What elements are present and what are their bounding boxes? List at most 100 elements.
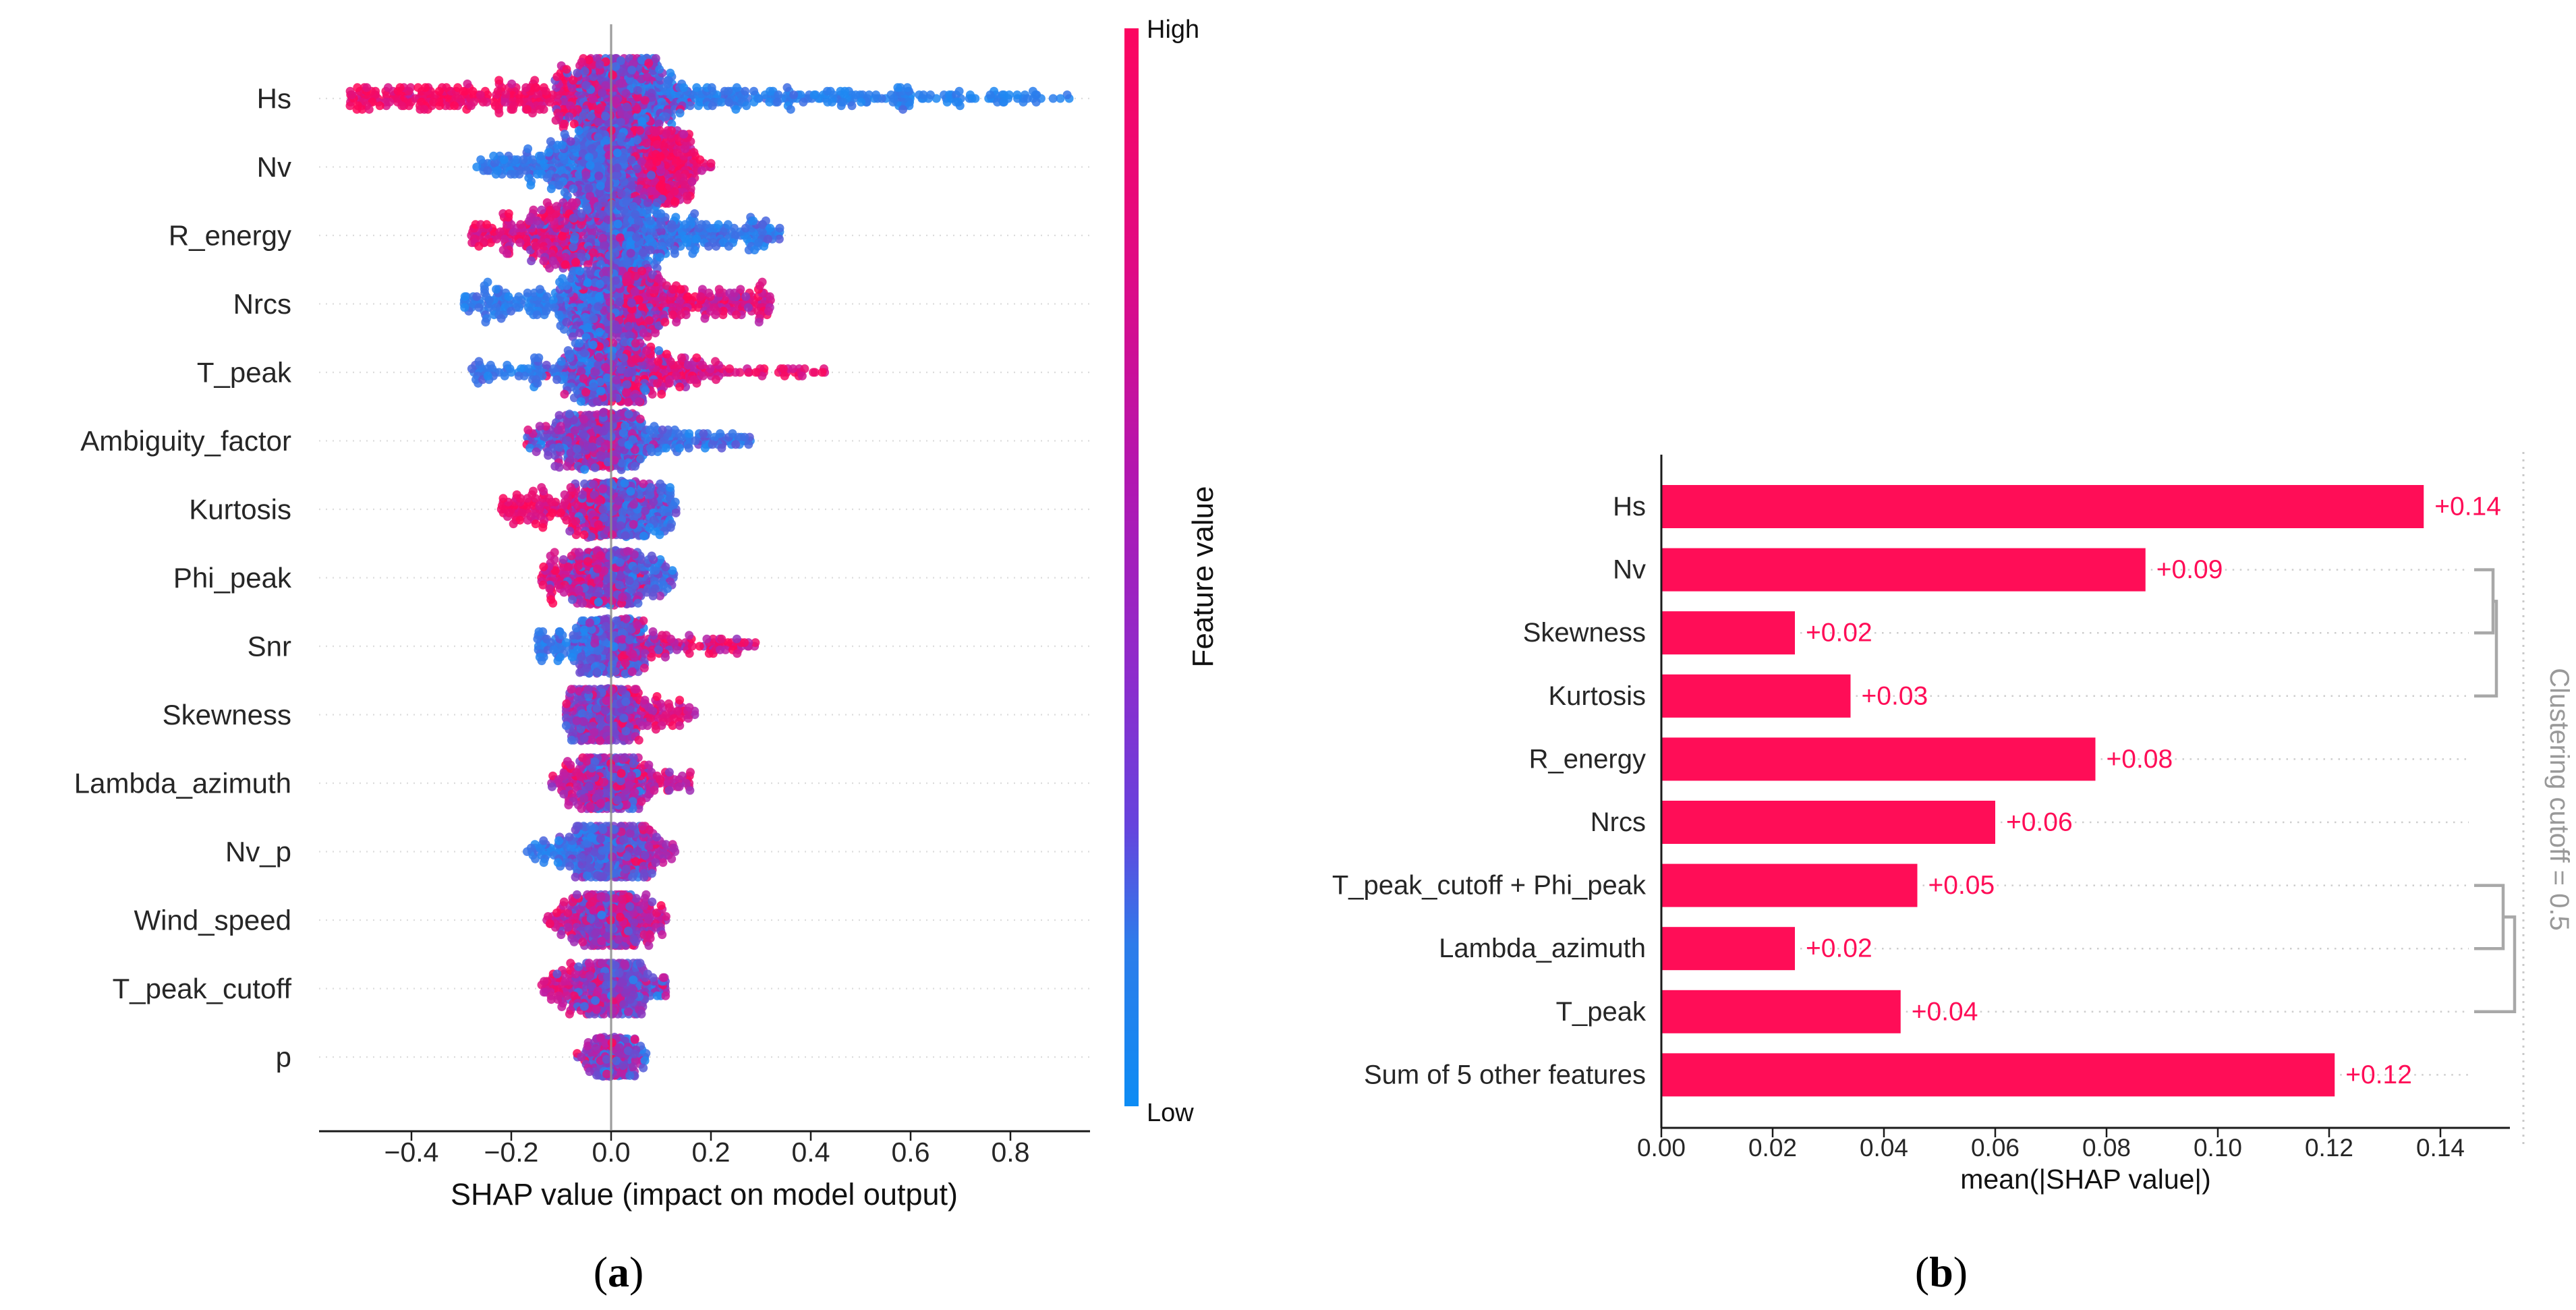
colorbar-high-label: High [1147, 16, 1199, 44]
x-tick-label: 0.2 [692, 1137, 731, 1168]
caption-a-open-paren: ( [593, 1248, 608, 1296]
feature-label-Ambiguity_factor: Ambiguity_factor [80, 425, 291, 457]
x-tick-label: −0.2 [484, 1137, 539, 1168]
x-tick-label: 0.6 [892, 1137, 930, 1168]
bar-feature-label-5: Nrcs [1591, 807, 1646, 837]
bar-Skewness [1661, 611, 1795, 655]
swarm-feature-Hs [345, 53, 1074, 143]
bar-leader-lines [1800, 569, 2469, 1076]
bar-value-label: +0.14 [2434, 492, 2501, 521]
swarm-feature-Phi_peak [537, 546, 679, 610]
x-tick-label: 0.06 [1971, 1134, 2020, 1162]
bar-xaxis-title: mean(|SHAP value|) [1960, 1164, 2210, 1195]
bar-value-label: +0.02 [1806, 934, 1872, 963]
bar-feature-labels: Hs Nv Skewness Kurtosis R_energy Nrcs T_peak_c… [1332, 492, 1647, 1089]
feature-label-Nrcs: Nrcs [233, 288, 291, 320]
colorbar-axis-title: Feature value [1186, 486, 1220, 667]
x-tick-label: −0.4 [384, 1137, 439, 1168]
swarm-feature-Wind_speed [542, 890, 670, 950]
feature-label-Nv_p: Nv_p [225, 836, 291, 867]
bar-Kurtosis [1661, 674, 1851, 718]
x-tick-label: 0.0 [592, 1137, 631, 1168]
bar-Nrcs [1661, 801, 1995, 844]
dendrogram-merge-2 [2474, 915, 2517, 1014]
bar-value-label: +0.04 [1912, 997, 1978, 1026]
caption-a-letter: a [608, 1248, 629, 1296]
bar-feature-label-6: T_peak_cutoff + Phi_peak [1332, 871, 1647, 901]
x-tick-label: 0.12 [2305, 1134, 2353, 1162]
feature-label-T_peak: T_peak [197, 357, 292, 389]
bar-value-labels: +0.14 +0.09 +0.02 +0.03 +0.08 +0.06 +0.05 +0.02… [1806, 492, 2501, 1089]
bar-T_peak_cutoff + Phi_peak [1661, 863, 1918, 907]
swarm-feature-T_peak_cutoff [537, 959, 670, 1019]
bar-feature-label-7: Lambda_azimuth [1439, 934, 1646, 963]
feature-label-Phi_peak: Phi_peak [173, 562, 292, 594]
bar-T_peak [1661, 990, 1901, 1033]
beeswarm-x-axis: −0.4 −0.2 0.0 0.2 0.4 0.6 0.8 [319, 1130, 1090, 1168]
bar-value-label: +0.06 [2006, 808, 2073, 837]
caption-b-letter: b [1929, 1248, 1953, 1296]
bar-feature-label-9: Sum of 5 other features [1364, 1060, 1646, 1089]
dendrogram-merge-1 [2474, 568, 2495, 635]
x-tick-label: 0.8 [992, 1137, 1030, 1168]
swarm-feature-Lambda_azimuth [547, 753, 695, 814]
feature-label-Kurtosis: Kurtosis [189, 494, 291, 525]
caption-a-close-paren: ) [629, 1248, 644, 1296]
bar-value-label: +0.02 [1806, 619, 1872, 648]
x-tick-label: 0.10 [2194, 1134, 2242, 1162]
subfigure-caption-a: (a) [594, 1247, 644, 1297]
bar-feature-label-1: Nv [1613, 555, 1646, 585]
bar-value-label: +0.12 [2345, 1060, 2412, 1089]
swarm-feature-Nrcs [459, 266, 775, 342]
colorbar-low-label: Low [1147, 1099, 1194, 1127]
beeswarm-dot-clouds [345, 53, 1074, 1081]
feature-label-Hs: Hs [257, 83, 291, 115]
feature-label-Snr: Snr [248, 631, 291, 662]
swarm-feature-T_peak [467, 337, 830, 407]
bar-feature-label-8: T_peak [1556, 997, 1647, 1027]
x-tick-label: 0.02 [1748, 1134, 1797, 1162]
feature-value-colorbar [1124, 28, 1139, 1106]
x-tick-label: 0.4 [792, 1137, 830, 1168]
bar-R_energy [1661, 737, 2096, 781]
bar-value-label: +0.08 [2107, 745, 2173, 774]
bar-feature-label-2: Skewness [1523, 618, 1646, 648]
feature-label-p: p [276, 1042, 291, 1073]
bar-feature-label-3: Kurtosis [1549, 681, 1647, 711]
bar-value-label: +0.05 [1928, 871, 1995, 900]
x-tick-label: 0.08 [2082, 1134, 2131, 1162]
bar-feature-label-0: Hs [1613, 492, 1646, 521]
bar-feature-label-4: R_energy [1529, 744, 1646, 774]
swarm-feature-Ambiguity_factor [522, 407, 755, 474]
clustering-dendrogram [2474, 568, 2517, 1014]
subfigure-caption-b: (b) [1915, 1247, 1968, 1297]
clustering-cutoff-label: Clustering cutoff = 0.5 [2544, 668, 2574, 931]
bar-Hs [1661, 485, 2424, 528]
feature-label-T_peak_cutoff: T_peak_cutoff [113, 973, 292, 1004]
bar-Nv [1661, 548, 2146, 592]
x-tick-label: 0.00 [1637, 1134, 1686, 1162]
caption-b-close-paren: ) [1953, 1248, 1968, 1296]
feature-label-Wind_speed: Wind_speed [134, 905, 291, 936]
caption-b-open-paren: ( [1914, 1248, 1930, 1296]
dendrogram-merge-2 [2474, 600, 2498, 698]
swarm-feature-p [573, 1033, 651, 1081]
dendrogram-merge-1 [2474, 884, 2505, 950]
bar-rects [1661, 485, 2424, 1097]
bar-value-label: +0.09 [2156, 555, 2223, 584]
feature-label-Skewness: Skewness [163, 699, 291, 731]
x-tick-label: 0.04 [1860, 1134, 1908, 1162]
swarm-feature-Nv [472, 126, 716, 208]
bar-Lambda_azimuth [1661, 927, 1795, 971]
feature-label-Nv: Nv [257, 151, 291, 183]
x-tick-label: 0.14 [2416, 1134, 2465, 1162]
swarm-feature-R_energy [467, 196, 784, 275]
beeswarm-feature-labels: Hs Nv R_energy Nrcs T_peak Ambiguity_factor Ku… [74, 83, 292, 1073]
bar-Sum of 5 other features [1661, 1053, 2335, 1097]
swarm-feature-Skewness [561, 684, 699, 745]
swarm-feature-Snr [533, 614, 760, 679]
bar-x-axis: 0.00 0.02 0.04 0.06 0.08 0.10 0.12 0.14 [1637, 455, 2510, 1162]
swarm-feature-Kurtosis [496, 476, 681, 542]
